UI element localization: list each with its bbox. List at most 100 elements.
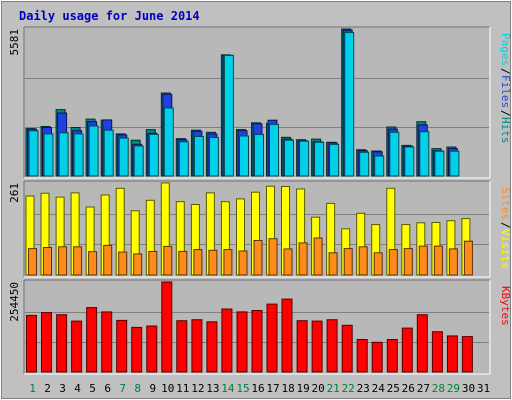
bar-pages-day-27 <box>419 131 430 177</box>
x-tick-label-day-24: 24 <box>372 382 386 395</box>
x-tick-label-day-25: 25 <box>387 382 400 395</box>
x-tick-label-day-12: 12 <box>191 382 204 395</box>
bar-kbytes-day-25 <box>386 339 398 373</box>
panel-2: 261 Sites /Visits <box>8 180 512 278</box>
x-tick-label-day-21: 21 <box>327 382 340 395</box>
x-tick-label-day-13: 13 <box>206 382 219 395</box>
x-tick-label-day-1: 1 <box>29 382 36 395</box>
bar-pages-day-26 <box>404 146 415 177</box>
bar-pages-day-5 <box>88 125 99 177</box>
bar-kbytes-day-2 <box>41 312 52 373</box>
bar-sites-day-12 <box>193 249 203 276</box>
bar-sites-day-22 <box>343 248 353 276</box>
bar-kbytes-day-18 <box>281 298 293 373</box>
x-tick-label-day-20: 20 <box>311 382 324 395</box>
bar-kbytes-day-5 <box>86 307 98 373</box>
bar-sites-day-25 <box>388 249 398 276</box>
bar-pages-day-16 <box>254 133 264 177</box>
bar-sites-day-14 <box>223 249 233 276</box>
bar-pages-day-24 <box>374 155 385 177</box>
bar-pages-day-20 <box>314 141 325 177</box>
x-tick-label-day-18: 18 <box>281 382 294 395</box>
bar-pages-day-13 <box>208 137 219 177</box>
legend-separator: / <box>499 222 512 229</box>
bar-pages-day-14 <box>223 54 234 177</box>
bar-pages-day-12 <box>193 136 204 177</box>
x-tick-label-day-22: 22 <box>342 382 355 395</box>
bar-pages-day-17 <box>269 123 279 177</box>
bar-sites-day-30 <box>463 240 473 276</box>
bar-pages-day-3 <box>58 132 69 177</box>
x-tick-label-day-31: 31 <box>477 382 490 395</box>
bar-kbytes-day-15 <box>236 311 248 373</box>
x-tick-label-day-28: 28 <box>432 382 445 395</box>
bar-kbytes-day-13 <box>206 321 218 373</box>
bar-pages-day-2 <box>43 133 54 177</box>
x-tick-label-day-6: 6 <box>104 382 111 395</box>
x-tick-label-day-27: 27 <box>417 382 430 395</box>
x-tick-label-day-23: 23 <box>357 382 370 395</box>
bar-sites-day-21 <box>328 252 338 276</box>
bar-kbytes-day-10 <box>161 281 173 373</box>
bar-pages-day-7 <box>118 137 129 177</box>
bar-pages-day-4 <box>73 133 84 177</box>
bar-sites-day-29 <box>448 248 458 276</box>
bar-sites-day-18 <box>283 248 293 276</box>
bar-pages-day-29 <box>449 150 460 177</box>
bar-kbytes-day-28 <box>431 331 443 373</box>
bar-kbytes-day-16 <box>251 310 263 373</box>
bar-kbytes-day-17 <box>266 303 278 373</box>
bar-kbytes-day-23 <box>356 339 368 373</box>
bar-sites-day-28 <box>433 245 443 276</box>
x-tick-label-day-26: 26 <box>402 382 415 395</box>
legend-separator: / <box>499 68 512 75</box>
legend-hits: Hits <box>499 117 512 144</box>
legend-kbytes: KBytes <box>499 286 512 326</box>
x-tick-label-day-16: 16 <box>251 382 264 395</box>
x-tick-label-day-3: 3 <box>59 382 66 395</box>
bar-kbytes-day-20 <box>311 320 323 373</box>
legend-pages: Pages <box>499 33 512 66</box>
bar-kbytes-day-29 <box>446 335 458 373</box>
x-tick-label-day-19: 19 <box>296 382 309 395</box>
bar-sites-day-9 <box>148 250 158 276</box>
bar-sites-day-26 <box>403 248 413 276</box>
bar-kbytes-day-27 <box>416 314 428 373</box>
bar-pages-day-28 <box>434 150 445 177</box>
bar-kbytes-day-7 <box>116 319 128 373</box>
bar-sites-day-8 <box>133 253 143 276</box>
x-tick-label-day-5: 5 <box>89 382 96 395</box>
x-tick-label-day-15: 15 <box>236 382 249 395</box>
bar-sites-day-19 <box>298 242 308 276</box>
bar-pages-day-11 <box>178 141 189 177</box>
bar-sites-day-10 <box>163 245 173 276</box>
bar-kbytes-day-26 <box>401 327 413 373</box>
x-tick-label-day-11: 11 <box>176 382 189 395</box>
panel-3: 254450 KBytes <box>8 279 512 375</box>
bar-sites-day-7 <box>118 251 128 276</box>
bar-pages-day-1 <box>28 130 39 177</box>
bar-kbytes-day-4 <box>71 320 83 373</box>
bar-kbytes-day-11 <box>176 320 188 373</box>
x-tick-label-day-30: 30 <box>462 382 475 395</box>
legend-files: Files <box>499 75 512 108</box>
legend-visits: Visits <box>499 229 512 269</box>
legend-sites: Sites <box>499 187 512 220</box>
bar-kbytes-day-30 <box>461 336 473 373</box>
legend-separator: / <box>499 110 512 117</box>
bar-pages-day-15 <box>239 135 249 177</box>
bar-sites-day-15 <box>238 250 248 276</box>
bar-pages-day-10 <box>163 107 174 177</box>
bar-sites-day-27 <box>418 245 428 276</box>
x-tick-label-day-29: 29 <box>447 382 460 395</box>
bar-sites-day-16 <box>253 240 263 276</box>
y-max-label: 254450 <box>8 282 21 322</box>
bar-sites-day-17 <box>268 238 278 276</box>
bar-pages-day-21 <box>329 143 340 177</box>
bar-sites-day-5 <box>88 251 98 276</box>
bar-pages-day-8 <box>133 145 144 177</box>
bar-sites-day-11 <box>178 250 188 276</box>
